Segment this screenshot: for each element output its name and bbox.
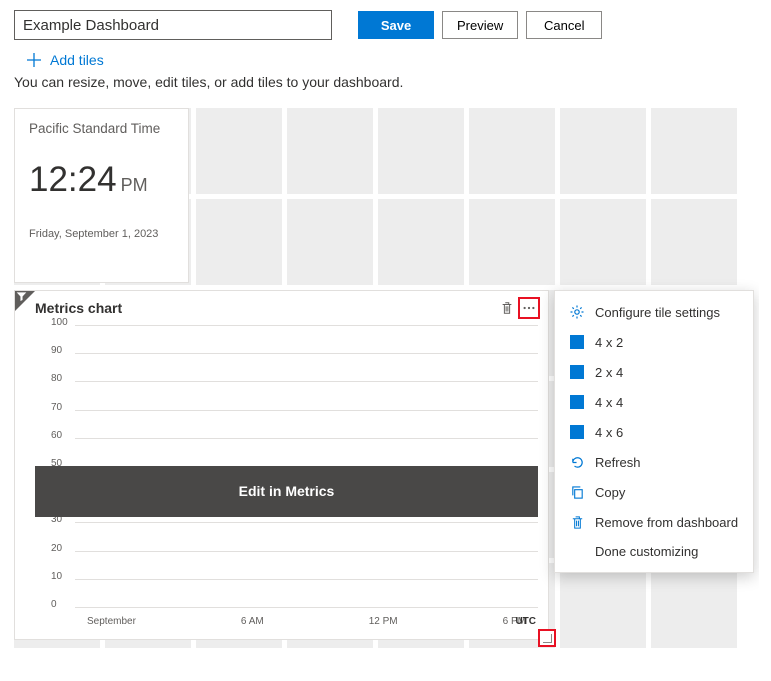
preview-button[interactable]: Preview	[442, 11, 518, 39]
menu-size-label: 2 x 4	[595, 365, 623, 380]
menu-configure-tile[interactable]: Configure tile settings	[555, 297, 753, 327]
grid-cell[interactable]	[560, 108, 646, 194]
clock-ampm: PM	[121, 175, 148, 195]
metrics-tile-title: Metrics chart	[35, 300, 496, 316]
x-tick-label: September	[87, 616, 136, 627]
gear-icon	[569, 304, 585, 320]
grid-cell[interactable]	[196, 108, 282, 194]
menu-size-4x2[interactable]: 4 x 2	[555, 327, 753, 357]
size-icon	[569, 424, 585, 440]
x-tick-label: 12 PM	[369, 616, 398, 627]
plus-icon	[26, 52, 42, 68]
header-row: Save Preview Cancel	[14, 10, 757, 40]
x-tick-label: 6 AM	[241, 616, 264, 627]
grid-cell[interactable]	[651, 563, 737, 648]
metrics-chart-tile[interactable]: Metrics chart September6 AM12 PM6 PM UTC…	[14, 290, 549, 640]
add-tiles-label: Add tiles	[50, 52, 104, 68]
menu-done-customizing[interactable]: Done customizing	[555, 537, 753, 566]
menu-size-label: 4 x 6	[595, 425, 623, 440]
filter-icon[interactable]	[16, 291, 27, 302]
help-text: You can resize, move, edit tiles, or add…	[14, 74, 757, 90]
refresh-icon	[569, 454, 585, 470]
grid-cell[interactable]	[287, 108, 373, 194]
menu-size-label: 4 x 2	[595, 335, 623, 350]
grid-cell[interactable]	[378, 108, 464, 194]
grid-cell[interactable]	[287, 199, 373, 285]
menu-copy-label: Copy	[595, 485, 625, 500]
menu-size-label: 4 x 4	[595, 395, 623, 410]
clock-date: Friday, September 1, 2023	[29, 228, 174, 240]
copy-icon	[569, 484, 585, 500]
trash-icon	[569, 514, 585, 530]
grid-cell[interactable]	[469, 108, 555, 194]
size-icon	[569, 334, 585, 350]
tile-more-button[interactable]	[518, 297, 540, 319]
menu-remove-label: Remove from dashboard	[595, 515, 738, 530]
metrics-chart-area: September6 AM12 PM6 PM UTC 0102030405060…	[35, 325, 538, 605]
ellipsis-icon	[522, 301, 536, 315]
grid-cell[interactable]	[469, 199, 555, 285]
menu-refresh-label: Refresh	[595, 455, 641, 470]
grid-cell[interactable]	[651, 108, 737, 194]
size-icon	[569, 364, 585, 380]
menu-size-4x4[interactable]: 4 x 4	[555, 387, 753, 417]
grid-cell[interactable]	[651, 199, 737, 285]
menu-remove[interactable]: Remove from dashboard	[555, 507, 753, 537]
cancel-button[interactable]: Cancel	[526, 11, 602, 39]
delete-tile-button[interactable]	[496, 297, 518, 319]
menu-size-2x4[interactable]: 2 x 4	[555, 357, 753, 387]
grid-cell[interactable]	[378, 199, 464, 285]
add-tiles-button[interactable]: Add tiles	[26, 52, 757, 68]
grid-cell[interactable]	[560, 199, 646, 285]
grid-cell[interactable]	[560, 563, 646, 648]
save-button[interactable]: Save	[358, 11, 434, 39]
dashboard-title-input[interactable]	[14, 10, 332, 40]
tile-context-menu: Configure tile settings 4 x 2 2 x 4 4 x …	[554, 290, 754, 573]
menu-refresh[interactable]: Refresh	[555, 447, 753, 477]
trash-icon	[500, 301, 514, 315]
clock-timezone: Pacific Standard Time	[29, 121, 174, 136]
menu-size-4x6[interactable]: 4 x 6	[555, 417, 753, 447]
dashboard-canvas[interactable]: Pacific Standard Time 12:24PM Friday, Se…	[14, 108, 759, 648]
menu-done-label: Done customizing	[595, 544, 698, 559]
x-axis-unit: UTC	[515, 616, 536, 627]
size-icon	[569, 394, 585, 410]
edit-in-metrics-button[interactable]: Edit in Metrics	[35, 466, 538, 517]
grid-cell[interactable]	[196, 199, 282, 285]
menu-configure-label: Configure tile settings	[595, 305, 720, 320]
menu-copy[interactable]: Copy	[555, 477, 753, 507]
clock-tile[interactable]: Pacific Standard Time 12:24PM Friday, Se…	[14, 108, 189, 283]
clock-time: 12:24	[29, 160, 117, 199]
resize-handle[interactable]	[538, 629, 556, 647]
